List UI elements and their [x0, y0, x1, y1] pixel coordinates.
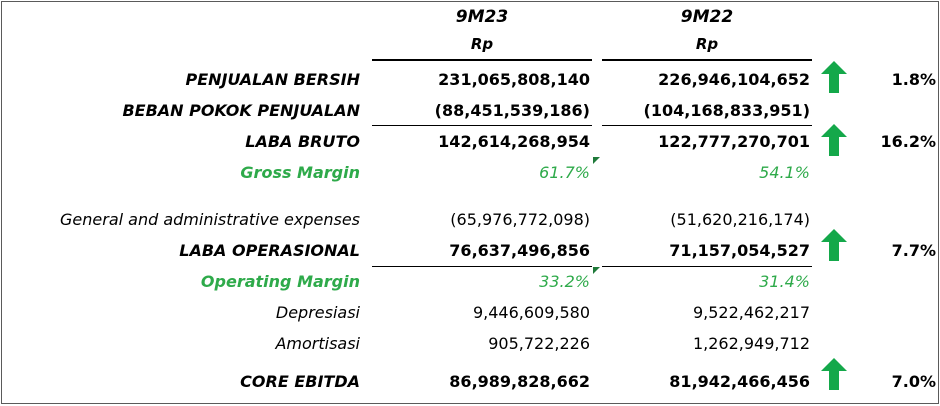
col1-unit-header: Rp	[470, 35, 494, 53]
value-9m23: 905,722,226	[488, 334, 590, 353]
row-core-ebitda: CORE EBITDA 86,989,828,662 81,942,466,45…	[2, 366, 940, 396]
value-9m22: 71,157,054,527	[669, 241, 810, 260]
subtotal-rule-col2	[602, 125, 812, 126]
value-9m22: 122,777,270,701	[658, 132, 810, 151]
operational-rule-col2	[602, 266, 812, 267]
growth-percent: 7.7%	[891, 241, 936, 260]
row-laba-bruto: LABA BRUTO 142,614,268,954 122,777,270,7…	[2, 126, 940, 156]
arrow-up-icon	[821, 61, 847, 93]
growth-percent: 1.8%	[891, 70, 936, 89]
value-9m23: (88,451,539,186)	[434, 101, 590, 120]
row-operating-margin: Operating Margin 33.2% 31.4%	[2, 266, 940, 296]
col2-unit-header: Rp	[695, 35, 719, 53]
row-amortisasi: Amortisasi 905,722,226 1,262,949,712	[2, 328, 940, 358]
row-label: LABA BRUTO	[245, 132, 360, 151]
col2-header-rule	[602, 59, 812, 61]
operational-rule-col1	[372, 266, 592, 267]
value-9m23: 61.7%	[539, 163, 590, 182]
value-9m22: 31.4%	[759, 272, 810, 291]
row-beban-pokok-penjualan: BEBAN POKOK PENJUALAN (88,451,539,186) (…	[2, 95, 940, 125]
arrow-up-icon	[821, 229, 847, 261]
arrow-up-icon	[821, 358, 847, 390]
subtotal-rule-col1	[372, 125, 592, 126]
cell-comment-marker	[593, 267, 600, 274]
value-9m23: 142,614,268,954	[438, 132, 590, 151]
growth-percent: 7.0%	[891, 372, 936, 391]
row-label: PENJUALAN BERSIH	[185, 70, 360, 89]
row-label: Operating Margin	[200, 272, 360, 291]
value-9m22: (51,620,216,174)	[670, 210, 810, 229]
col2-year-header: 9M22	[680, 7, 734, 27]
row-label: CORE EBITDA	[240, 372, 360, 391]
row-gross-margin: Gross Margin 61.7% 54.1%	[2, 157, 940, 187]
value-9m23: 76,637,496,856	[449, 241, 590, 260]
row-depresiasi: Depresiasi 9,446,609,580 9,522,462,217	[2, 297, 940, 327]
col1-header-rule	[372, 59, 592, 61]
value-9m22: 1,262,949,712	[692, 334, 810, 353]
arrow-up-icon	[821, 124, 847, 156]
row-laba-operasional: LABA OPERASIONAL 76,637,496,856 71,157,0…	[2, 235, 940, 265]
value-9m23: 86,989,828,662	[449, 372, 590, 391]
value-9m22: 81,942,466,456	[669, 372, 810, 391]
row-general-admin-expenses: General and administrative expenses (65,…	[2, 204, 940, 234]
growth-percent: 16.2%	[880, 132, 936, 151]
value-9m23: 231,065,808,140	[438, 70, 590, 89]
col1-year-header: 9M23	[455, 7, 509, 27]
value-9m23: (65,976,772,098)	[450, 210, 590, 229]
value-9m22: 226,946,104,652	[658, 70, 810, 89]
row-label: Depresiasi	[275, 303, 360, 322]
row-label: LABA OPERASIONAL	[179, 241, 360, 260]
cell-comment-marker	[593, 157, 600, 164]
value-9m22: 9,522,462,217	[692, 303, 810, 322]
row-label: General and administrative expenses	[60, 210, 360, 229]
row-label: Gross Margin	[240, 163, 360, 182]
row-label: Amortisasi	[275, 334, 360, 353]
value-9m23: 33.2%	[539, 272, 590, 291]
value-9m22: 54.1%	[759, 163, 810, 182]
value-9m23: 9,446,609,580	[472, 303, 590, 322]
row-label: BEBAN POKOK PENJUALAN	[122, 101, 360, 120]
row-penjualan-bersih: PENJUALAN BERSIH 231,065,808,140 226,946…	[2, 64, 940, 94]
value-9m22: (104,168,833,951)	[643, 101, 810, 120]
